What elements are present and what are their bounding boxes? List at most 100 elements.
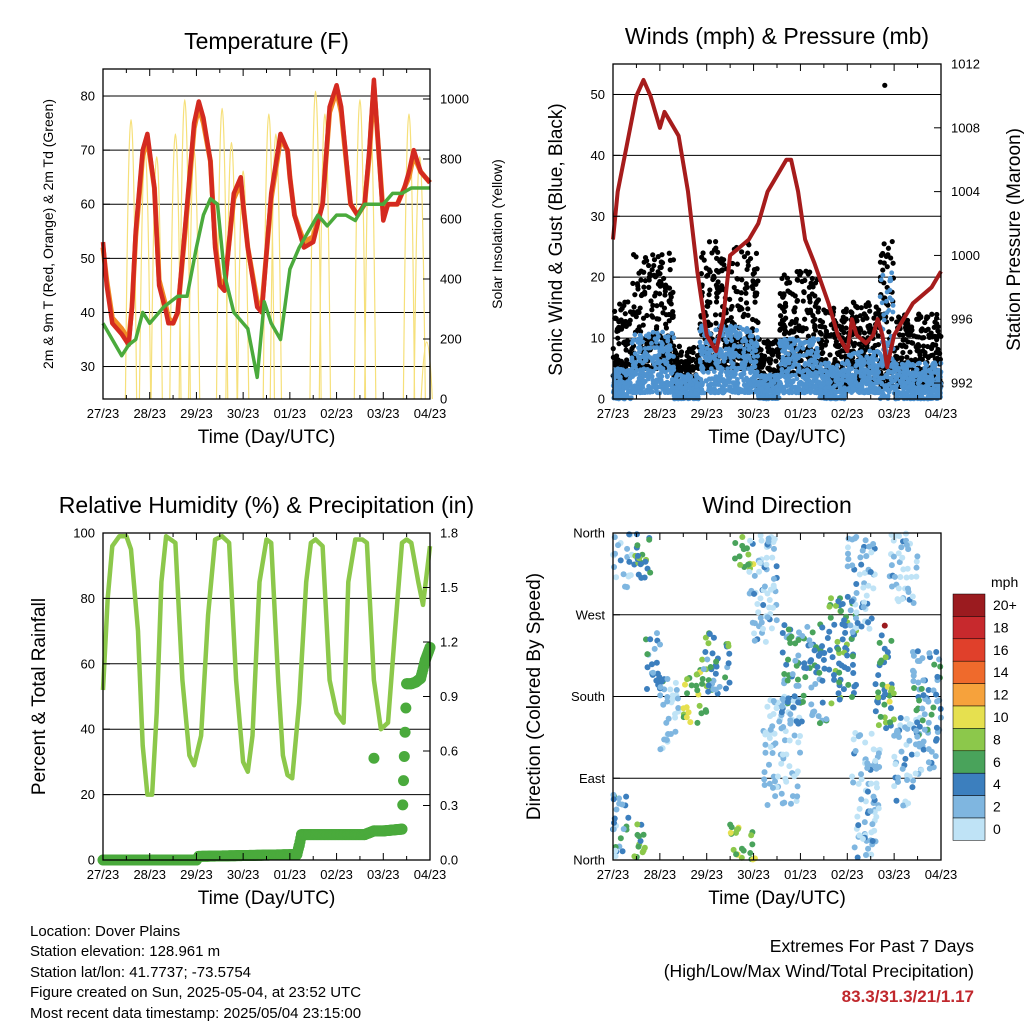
- gust-point: [929, 334, 935, 340]
- gust-point: [899, 355, 905, 361]
- gust-point: [839, 348, 845, 354]
- wind-point: [623, 385, 629, 391]
- gust-point: [881, 241, 887, 247]
- wind-point: [853, 363, 859, 369]
- wind-point: [780, 358, 785, 363]
- gust-point: [901, 342, 907, 348]
- y2-tick-label: 400: [440, 272, 462, 287]
- wind-point: [890, 309, 896, 315]
- direction-point: [771, 778, 778, 785]
- direction-point: [667, 731, 674, 738]
- x-tick-label: 03/23: [367, 867, 400, 882]
- wind-point: [881, 317, 887, 323]
- wind-point: [800, 345, 806, 351]
- direction-point: [739, 534, 746, 541]
- wind-point: [870, 358, 876, 364]
- direction-point: [634, 821, 641, 828]
- panel-1: [100, 77, 433, 400]
- wind-point: [846, 362, 852, 367]
- wind-point: [752, 359, 758, 364]
- wind-point: [914, 390, 920, 395]
- wind-point: [732, 385, 738, 391]
- gust-point: [701, 257, 707, 263]
- gust-point: [624, 357, 630, 363]
- wind-point: [878, 375, 884, 381]
- gust-point: [649, 307, 655, 313]
- wind-point: [889, 270, 895, 276]
- gust-point: [658, 279, 664, 286]
- wind-point: [755, 389, 761, 395]
- x-tick-label: 28/23: [644, 406, 677, 421]
- gust-point: [820, 349, 826, 356]
- wind-point: [744, 326, 750, 331]
- gust-point: [832, 356, 838, 362]
- wind-point: [706, 385, 712, 391]
- direction-point: [820, 656, 827, 663]
- gust-point: [705, 303, 711, 309]
- gust-point: [729, 303, 735, 310]
- wind-point: [871, 381, 877, 387]
- gust-point: [633, 254, 639, 260]
- rainfall-point: [398, 775, 410, 787]
- gust-point: [835, 344, 842, 350]
- wind-point: [630, 337, 636, 343]
- gust-point: [802, 316, 808, 322]
- y-tick-label: 50: [591, 87, 605, 102]
- wind-point: [652, 345, 658, 351]
- wind-point: [713, 389, 719, 395]
- panel-3: [97, 534, 436, 866]
- direction-point: [735, 826, 742, 833]
- gust-point: [896, 332, 903, 338]
- x-tick-label: 29/23: [690, 406, 723, 421]
- gust-point: [663, 325, 670, 331]
- direction-point: [794, 793, 801, 800]
- wind-point: [687, 379, 693, 385]
- x-tick-label: 02/23: [320, 867, 353, 882]
- wind-point: [638, 369, 644, 375]
- gust-point: [661, 275, 667, 282]
- wind-point: [697, 357, 703, 363]
- wind-point: [652, 383, 658, 388]
- wind-point: [656, 352, 662, 358]
- direction-point: [762, 638, 769, 645]
- wind-point: [706, 350, 712, 356]
- wind-point: [886, 368, 891, 374]
- wind-point: [796, 345, 802, 351]
- direction-point: [683, 704, 690, 711]
- direction-point: [767, 743, 774, 750]
- wind-point: [738, 372, 743, 378]
- gust-point: [848, 309, 854, 315]
- wind-point: [754, 369, 760, 375]
- y-tick-label: 20: [81, 787, 95, 802]
- gust-point: [660, 310, 666, 316]
- direction-point: [767, 713, 774, 720]
- wind-point: [792, 372, 798, 378]
- x-tick-label: 04/23: [414, 867, 447, 882]
- direction-point: [660, 701, 667, 708]
- gust-point: [883, 253, 889, 259]
- direction-point: [685, 709, 692, 716]
- gust-point: [666, 285, 673, 291]
- gust-point: [907, 349, 913, 355]
- gust-point: [616, 341, 622, 347]
- direction-point: [759, 625, 766, 632]
- gust-point: [784, 275, 791, 281]
- wind-point: [654, 356, 660, 362]
- gust-point: [875, 333, 881, 339]
- gust-point: [650, 252, 656, 258]
- direction-point: [773, 617, 780, 624]
- wind-point: [694, 374, 699, 380]
- gust-point: [655, 254, 661, 260]
- direction-point: [751, 572, 758, 579]
- gust-point: [827, 352, 833, 358]
- gust-point: [785, 288, 791, 294]
- gust-point: [713, 267, 720, 274]
- direction-point: [722, 674, 729, 681]
- direction-point: [769, 750, 776, 757]
- gust-point: [641, 284, 647, 290]
- gust-point: [880, 250, 886, 257]
- wind-point: [925, 390, 930, 395]
- direction-point: [751, 620, 758, 627]
- direction-point: [702, 707, 709, 714]
- gust-point: [741, 254, 748, 260]
